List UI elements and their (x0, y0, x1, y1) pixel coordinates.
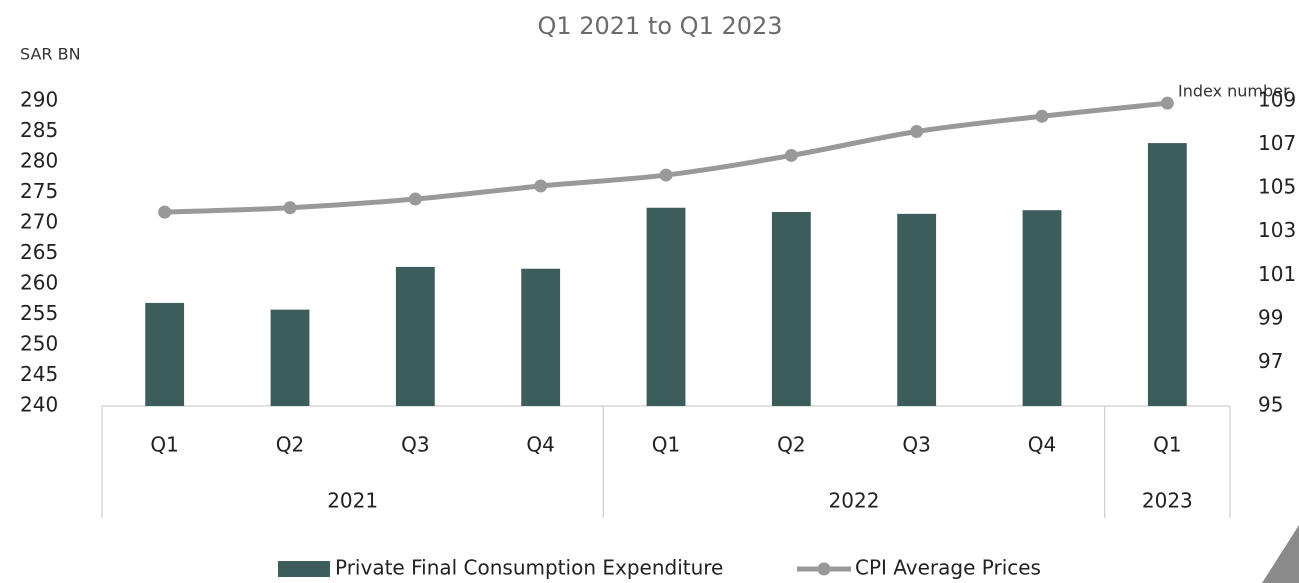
x-tick-label: Q4 (1028, 433, 1056, 457)
legend-swatch (278, 561, 330, 577)
y-tick-label: 270 (20, 210, 58, 234)
group-label: 2022 (829, 489, 880, 513)
line-point (1035, 109, 1049, 123)
y2-tick-label: 109 (1258, 88, 1296, 112)
corner-decoration (1262, 525, 1299, 583)
group-label: 2023 (1142, 489, 1193, 513)
line-point (910, 125, 924, 138)
y-tick-label: 255 (20, 301, 58, 325)
line-point (659, 168, 673, 182)
y2-axis-label: Index number (1178, 82, 1290, 101)
line-point (158, 205, 172, 219)
bar (270, 309, 310, 406)
legend-swatch (817, 562, 831, 576)
y-tick-label: 245 (20, 362, 58, 386)
y2-tick-label: 97 (1258, 349, 1283, 373)
x-tick-label: Q1 (1153, 433, 1181, 457)
x-tick-label: Q3 (401, 433, 429, 457)
y2-tick-label: 107 (1258, 131, 1296, 155)
line-point (283, 201, 297, 215)
bar (145, 302, 185, 406)
x-tick-label: Q1 (150, 433, 178, 457)
line-point (1160, 96, 1174, 110)
bar (897, 213, 937, 406)
bar (395, 266, 435, 406)
legend-label: CPI Average Prices (855, 556, 1041, 580)
y2-tick-label: 103 (1258, 218, 1296, 242)
y-axis-label: SAR BN (20, 45, 81, 64)
y2-tick-label: 105 (1258, 175, 1296, 199)
line-point (534, 179, 548, 193)
bar (1147, 143, 1187, 406)
y2-tick-label: 95 (1258, 393, 1283, 417)
y-tick-label: 280 (20, 149, 58, 173)
x-tick-label: Q3 (902, 433, 930, 457)
y2-tick-label: 99 (1258, 305, 1283, 329)
y-tick-label: 240 (20, 393, 58, 417)
y-tick-label: 250 (20, 332, 58, 356)
y-tick-label: 260 (20, 271, 58, 295)
legend-label: Private Final Consumption Expenditure (335, 556, 723, 580)
y-tick-label: 275 (20, 179, 58, 203)
x-tick-label: Q4 (526, 433, 554, 457)
x-tick-label: Q1 (652, 433, 680, 457)
x-tick-label: Q2 (777, 433, 805, 457)
y-tick-label: 265 (20, 240, 58, 264)
y-tick-label: 290 (20, 88, 58, 112)
group-label: 2021 (327, 489, 378, 513)
bar (771, 212, 811, 406)
bar (521, 268, 561, 406)
y-tick-label: 285 (20, 118, 58, 142)
y2-tick-label: 101 (1258, 262, 1296, 286)
bar (1022, 210, 1062, 406)
line (164, 100, 1168, 215)
chart-title: Q1 2021 to Q1 2023 (537, 12, 782, 40)
x-tick-label: Q2 (276, 433, 304, 457)
bar (646, 207, 686, 406)
line-point (784, 148, 798, 162)
line-point (408, 192, 422, 206)
